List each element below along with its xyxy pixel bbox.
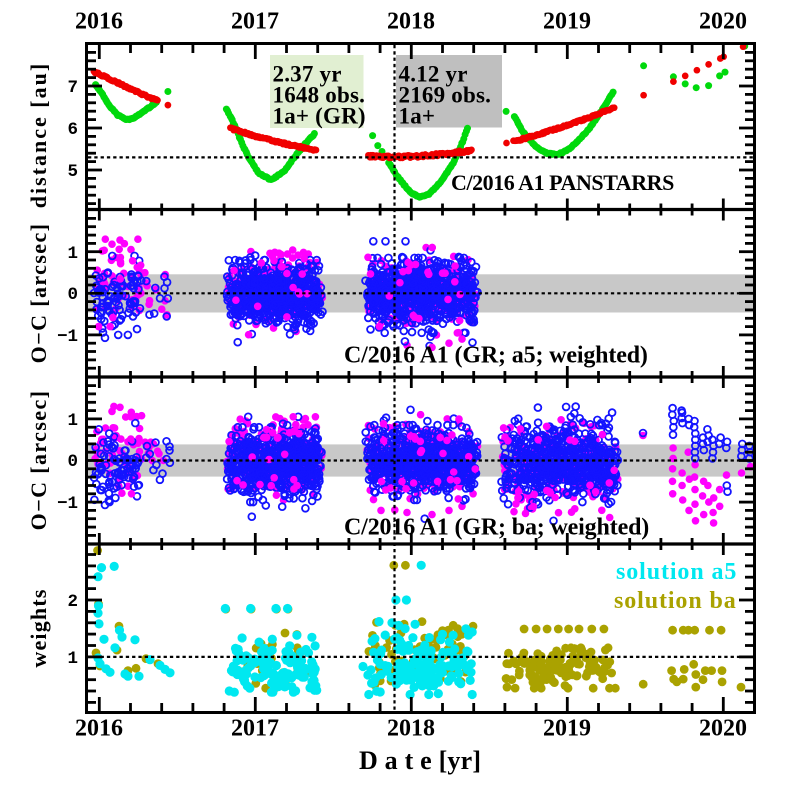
svg-text:2019: 2019: [543, 716, 591, 742]
svg-text:1a+ (GR): 1a+ (GR): [273, 104, 366, 129]
svg-text:distance [au]: distance [au]: [26, 62, 51, 208]
svg-text:2016: 2016: [75, 9, 123, 35]
svg-text:0: 0: [67, 285, 78, 305]
svg-text:weights: weights: [26, 588, 51, 667]
svg-text:1a+: 1a+: [399, 104, 436, 129]
svg-text:1: 1: [67, 244, 78, 264]
svg-text:2018: 2018: [387, 9, 435, 35]
svg-text:2018: 2018: [387, 716, 435, 742]
svg-text:D a t e [yr]: D a t e [yr]: [359, 746, 481, 775]
svg-text:solution ba: solution ba: [614, 588, 737, 614]
svg-text:O−C [arcsec]: O−C [arcsec]: [26, 390, 51, 531]
svg-text:2019: 2019: [543, 9, 591, 35]
svg-text:2016: 2016: [75, 716, 123, 742]
svg-text:−1: −1: [57, 327, 78, 347]
svg-text:1: 1: [67, 411, 78, 431]
svg-text:2020: 2020: [699, 9, 747, 35]
svg-text:C/2016 A1 PANSTARRS: C/2016 A1 PANSTARRS: [451, 170, 674, 195]
svg-text:O−C [arcsec]: O−C [arcsec]: [26, 223, 51, 364]
svg-text:6: 6: [67, 120, 78, 140]
svg-text:2017: 2017: [231, 716, 279, 742]
svg-text:−1: −1: [57, 494, 78, 514]
svg-text:2: 2: [67, 592, 78, 612]
svg-text:7: 7: [67, 78, 78, 98]
svg-text:C/2016 A1 (GR; ba; weighted): C/2016 A1 (GR; ba; weighted): [344, 515, 649, 541]
svg-text:5: 5: [67, 162, 78, 182]
svg-text:0: 0: [67, 452, 78, 472]
svg-text:2020: 2020: [699, 716, 747, 742]
svg-text:2017: 2017: [231, 9, 279, 35]
svg-text:solution a5: solution a5: [616, 559, 737, 585]
svg-text:C/2016 A1 (GR; a5; weighted): C/2016 A1 (GR; a5; weighted): [344, 343, 648, 369]
svg-text:1: 1: [67, 649, 78, 669]
